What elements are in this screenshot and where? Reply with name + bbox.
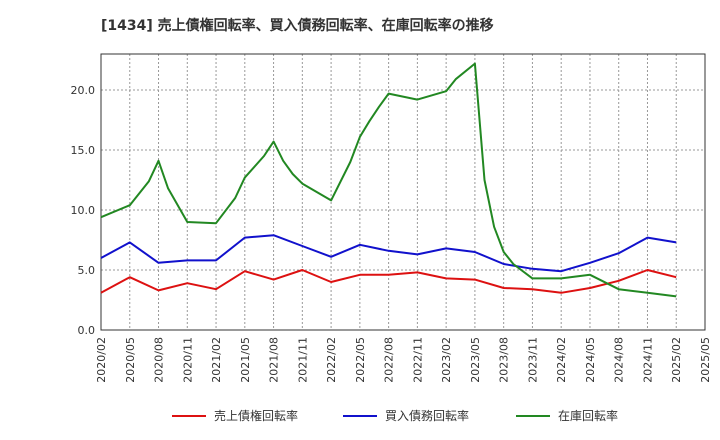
x-tick-label: 2021/11 (296, 337, 309, 383)
x-tick-label: 2020/08 (153, 337, 166, 383)
series-line-3 (100, 62, 677, 298)
x-axis-ticks: 2020/02 2020/05 2020/08 2020/11 2021/02 2021/… (95, 337, 712, 383)
x-tick-label: 2023/08 (498, 337, 511, 383)
x-tick-label: 2025/05 (699, 337, 712, 383)
x-tick-label: 2020/05 (124, 337, 137, 383)
y-tick-label: 15.0 (71, 144, 96, 157)
x-tick-label: 2024/11 (641, 337, 654, 383)
y-tick-label: 10.0 (71, 204, 96, 217)
x-tick-label: 2024/05 (584, 337, 597, 383)
legend-label: 買入債務回転率 (385, 408, 469, 423)
legend-label: 売上債権回転率 (214, 408, 298, 423)
x-tick-label: 2020/11 (181, 337, 194, 383)
y-tick-label: 20.0 (71, 84, 96, 97)
x-tick-label: 2021/02 (210, 337, 223, 383)
x-tick-label: 2023/02 (440, 337, 453, 383)
legend-label: 在庫回転率 (558, 408, 618, 423)
y-axis-ticks: 0.0 5.0 10.0 15.0 20.0 (71, 84, 96, 337)
chart-title: [1434] 売上債権回転率、買入債務回転率、在庫回転率の推移 (101, 17, 494, 34)
x-tick-label: 2022/05 (354, 337, 367, 383)
grid (100, 54, 706, 331)
series-line-1 (100, 269, 677, 294)
legend: 売上債権回転率 買入債務回転率 在庫回転率 (172, 408, 618, 423)
x-tick-label: 2022/02 (325, 337, 338, 383)
y-tick-label: 5.0 (78, 264, 96, 277)
x-tick-label: 2021/05 (239, 337, 252, 383)
x-tick-label: 2023/11 (526, 337, 539, 383)
x-tick-label: 2024/02 (555, 337, 568, 383)
x-tick-label: 2020/02 (95, 337, 108, 383)
series-lines (100, 62, 677, 298)
plot-area-border (100, 53, 706, 331)
x-tick-label: 2021/08 (268, 337, 281, 383)
x-tick-label: 2022/11 (411, 337, 424, 383)
x-tick-label: 2025/02 (670, 337, 683, 383)
y-tick-label: 0.0 (78, 324, 96, 337)
series-line-2 (100, 234, 677, 273)
x-tick-label: 2022/08 (383, 337, 396, 383)
x-tick-label: 2024/08 (613, 337, 626, 383)
x-tick-label: 2023/05 (469, 337, 482, 383)
